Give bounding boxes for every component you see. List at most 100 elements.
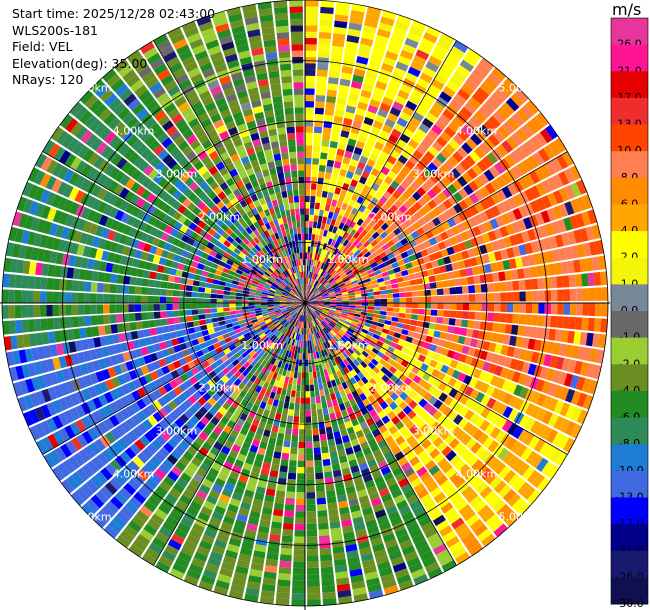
- velocity-gate: [450, 46, 465, 59]
- velocity-gate: [301, 309, 304, 316]
- velocity-gate: [245, 334, 253, 341]
- velocity-gate: [340, 262, 347, 269]
- velocity-gate: [211, 483, 223, 494]
- velocity-gate: [500, 249, 509, 260]
- velocity-gate: [432, 206, 442, 217]
- velocity-gate: [340, 429, 348, 437]
- velocity-gate: [189, 528, 203, 540]
- velocity-gate: [389, 257, 397, 264]
- velocity-gate: [80, 257, 89, 269]
- velocity-gate: [218, 236, 227, 244]
- velocity-gate: [120, 212, 130, 224]
- velocity-gate: [451, 334, 460, 343]
- velocity-gate: [148, 381, 158, 392]
- velocity-gate: [356, 277, 364, 283]
- velocity-gate: [381, 328, 390, 335]
- velocity-gate: [245, 587, 260, 597]
- velocity-gate: [30, 217, 41, 232]
- velocity-gate: [416, 466, 428, 477]
- velocity-gate: [220, 256, 229, 263]
- velocity-gate: [308, 334, 311, 341]
- velocity-gate: [535, 327, 544, 339]
- velocity-gate: [518, 176, 530, 190]
- velocity-gate: [534, 132, 548, 147]
- velocity-gate: [403, 200, 413, 210]
- velocity-gate: [127, 460, 140, 473]
- velocity-gate: [136, 173, 148, 185]
- velocity-gate: [295, 390, 301, 398]
- velocity-gate: [358, 244, 366, 252]
- velocity-gate: [388, 134, 399, 144]
- velocity-gate: [403, 488, 416, 500]
- velocity-gate: [311, 253, 316, 260]
- velocity-gate: [501, 102, 515, 116]
- velocity-gate: [406, 185, 416, 196]
- velocity-gate: [539, 224, 549, 238]
- velocity-gate: [436, 136, 448, 148]
- velocity-gate: [235, 296, 243, 300]
- velocity-gate: [520, 447, 533, 461]
- velocity-gate: [402, 128, 414, 139]
- velocity-gate: [305, 157, 312, 165]
- velocity-gate: [453, 191, 464, 203]
- velocity-gate: [400, 180, 410, 190]
- velocity-gate: [480, 394, 491, 406]
- velocity-gate: [315, 396, 321, 404]
- velocity-gate: [344, 111, 355, 120]
- velocity-gate: [341, 123, 352, 132]
- velocity-gate: [96, 293, 104, 303]
- velocity-gate: [161, 273, 169, 282]
- velocity-gate: [576, 179, 588, 195]
- velocity-gate: [292, 580, 305, 588]
- velocity-gate: [307, 308, 311, 315]
- velocity-gate: [330, 270, 337, 277]
- velocity-gate: [469, 192, 480, 204]
- velocity-gate: [213, 366, 222, 375]
- velocity-gate: [380, 526, 394, 537]
- velocity-gate: [254, 274, 262, 281]
- velocity-gate: [165, 339, 173, 348]
- velocity-gate: [130, 402, 141, 414]
- velocity-gate: [309, 307, 314, 313]
- velocity-gate: [231, 444, 241, 453]
- velocity-gate: [305, 290, 307, 297]
- velocity-gate: [187, 462, 199, 473]
- velocity-gate: [305, 126, 313, 133]
- velocity-gate: [305, 82, 315, 89]
- velocity-gate: [202, 478, 214, 489]
- velocity-gate: [270, 273, 277, 280]
- velocity-gate: [78, 449, 91, 463]
- velocity-gate: [263, 571, 277, 580]
- velocity-gate: [319, 427, 326, 435]
- velocity-gate: [408, 154, 420, 165]
- velocity-gate: [316, 317, 321, 324]
- velocity-gate: [79, 327, 87, 339]
- velocity-gate: [173, 283, 181, 290]
- velocity-gate: [324, 273, 331, 280]
- velocity-gate: [118, 487, 132, 501]
- velocity-gate: [306, 567, 320, 575]
- velocity-gate: [372, 283, 379, 289]
- velocity-gate: [344, 479, 355, 488]
- velocity-gate: [324, 236, 330, 244]
- velocity-gate: [317, 510, 328, 518]
- velocity-gate: [402, 43, 417, 55]
- velocity-gate: [372, 503, 385, 513]
- velocity-gate: [320, 270, 326, 277]
- velocity-gate: [383, 235, 392, 244]
- velocity-gate: [279, 300, 287, 303]
- velocity-gate: [522, 158, 534, 172]
- velocity-gate: [192, 216, 202, 226]
- velocity-gate: [541, 264, 550, 277]
- velocity-gate: [344, 420, 353, 429]
- velocity-gate: [348, 93, 360, 102]
- velocity-gate: [180, 472, 192, 483]
- velocity-gate: [346, 549, 359, 559]
- velocity-gate: [282, 290, 289, 295]
- velocity-gate: [432, 352, 441, 362]
- velocity-gate: [159, 296, 167, 303]
- velocity-gate: [261, 294, 268, 298]
- velocity-gate: [331, 352, 337, 360]
- velocity-gate: [433, 44, 449, 56]
- velocity-gate: [247, 337, 254, 344]
